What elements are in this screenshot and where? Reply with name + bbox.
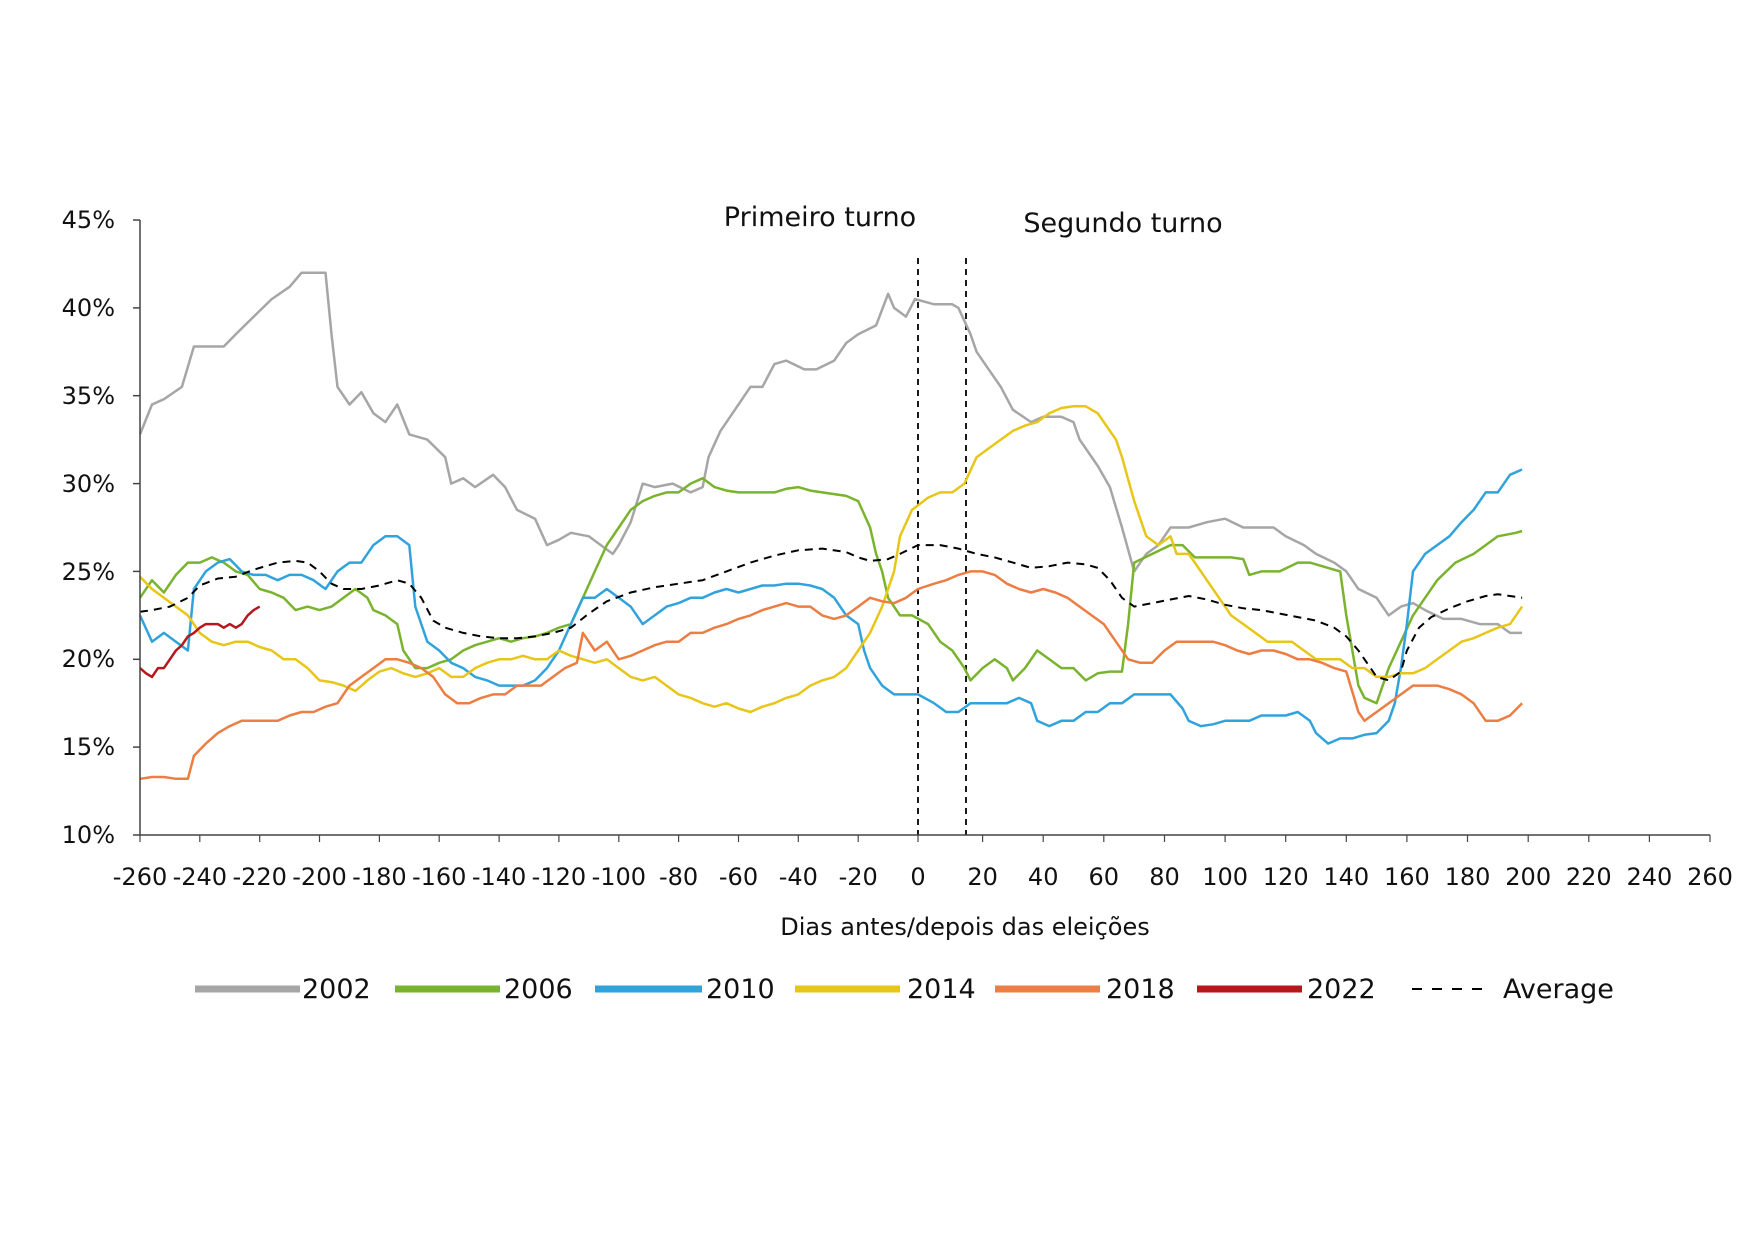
legend-label-2022: 2022 <box>1307 974 1376 1005</box>
x-tick-label: 100 <box>1202 863 1248 891</box>
x-tick-label: -140 <box>472 863 526 891</box>
x-tick-label: 0 <box>910 863 925 891</box>
x-ticks: -260 -240 -220 -200 -180 -160 -140 -120 -100 -80-… <box>113 835 1733 891</box>
legend-label-2010: 2010 <box>706 974 775 1005</box>
legend-label-average: Average <box>1503 974 1614 1005</box>
annotation-segundo-turno: Segundo turno <box>1023 208 1222 239</box>
legend-label-2002: 2002 <box>302 974 371 1005</box>
x-tick-label: 140 <box>1323 863 1369 891</box>
annotations: Primeiro turno Segundo turno <box>724 202 1223 835</box>
x-tick-label: 20 <box>967 863 998 891</box>
series-line-2014 <box>139 405 1524 714</box>
x-tick-label: 40 <box>1028 863 1059 891</box>
x-tick-label: 120 <box>1263 863 1309 891</box>
x-tick-label: 160 <box>1384 863 1430 891</box>
y-tick-label: 25% <box>62 558 115 586</box>
x-axis: -260 -240 -220 -200 -180 -160 -140 -120 -100 -80-… <box>113 834 1733 941</box>
series-line-2006 <box>138 477 1523 705</box>
x-tick-label: 200 <box>1505 863 1551 891</box>
y-tick-label: 20% <box>62 645 115 673</box>
series-line-2022 <box>139 605 261 679</box>
x-tick-label: 220 <box>1566 863 1612 891</box>
x-tick-label: 240 <box>1626 863 1672 891</box>
y-tick-label: 35% <box>62 382 115 410</box>
legend-label-2006: 2006 <box>504 974 573 1005</box>
series-line-2002 <box>138 271 1523 635</box>
legend-label-2014: 2014 <box>907 974 976 1005</box>
x-tick-label: -160 <box>412 863 466 891</box>
x-tick-label: -20 <box>839 863 878 891</box>
x-tick-label: -220 <box>232 863 286 891</box>
x-tick-label: 60 <box>1089 863 1120 891</box>
y-tick-label: 40% <box>62 294 115 322</box>
x-tick-label: -260 <box>113 863 167 891</box>
legend: 2002 2006 2010 2014 2018 2022 Average <box>195 974 1614 1005</box>
x-tick-label: -40 <box>779 863 818 891</box>
annotation-primeiro-turno: Primeiro turno <box>724 202 916 233</box>
y-tick-label: 15% <box>62 733 115 761</box>
y-axis: 10% 15% 20% 25% 30% 35% 40% 45% <box>62 206 141 849</box>
x-axis-title: Dias antes/depois das eleições <box>780 913 1149 941</box>
x-tick-label: -180 <box>352 863 406 891</box>
series-layer <box>138 271 1524 781</box>
x-tick-label: -240 <box>173 863 227 891</box>
x-tick-label: -200 <box>292 863 346 891</box>
x-tick-label: 260 <box>1687 863 1733 891</box>
series-line-2018 <box>139 570 1523 781</box>
series-line-2010 <box>138 468 1523 745</box>
x-tick-label: -120 <box>532 863 586 891</box>
x-tick-label: -80 <box>659 863 698 891</box>
x-tick-label: -60 <box>719 863 758 891</box>
y-tick-label: 10% <box>62 821 115 849</box>
y-tick-label: 30% <box>62 470 115 498</box>
series-line-average <box>139 544 1523 682</box>
x-tick-label: 80 <box>1149 863 1180 891</box>
x-tick-label: 180 <box>1445 863 1491 891</box>
y-tick-label: 45% <box>62 206 115 234</box>
legend-label-2018: 2018 <box>1106 974 1175 1005</box>
x-tick-label: -100 <box>592 863 646 891</box>
